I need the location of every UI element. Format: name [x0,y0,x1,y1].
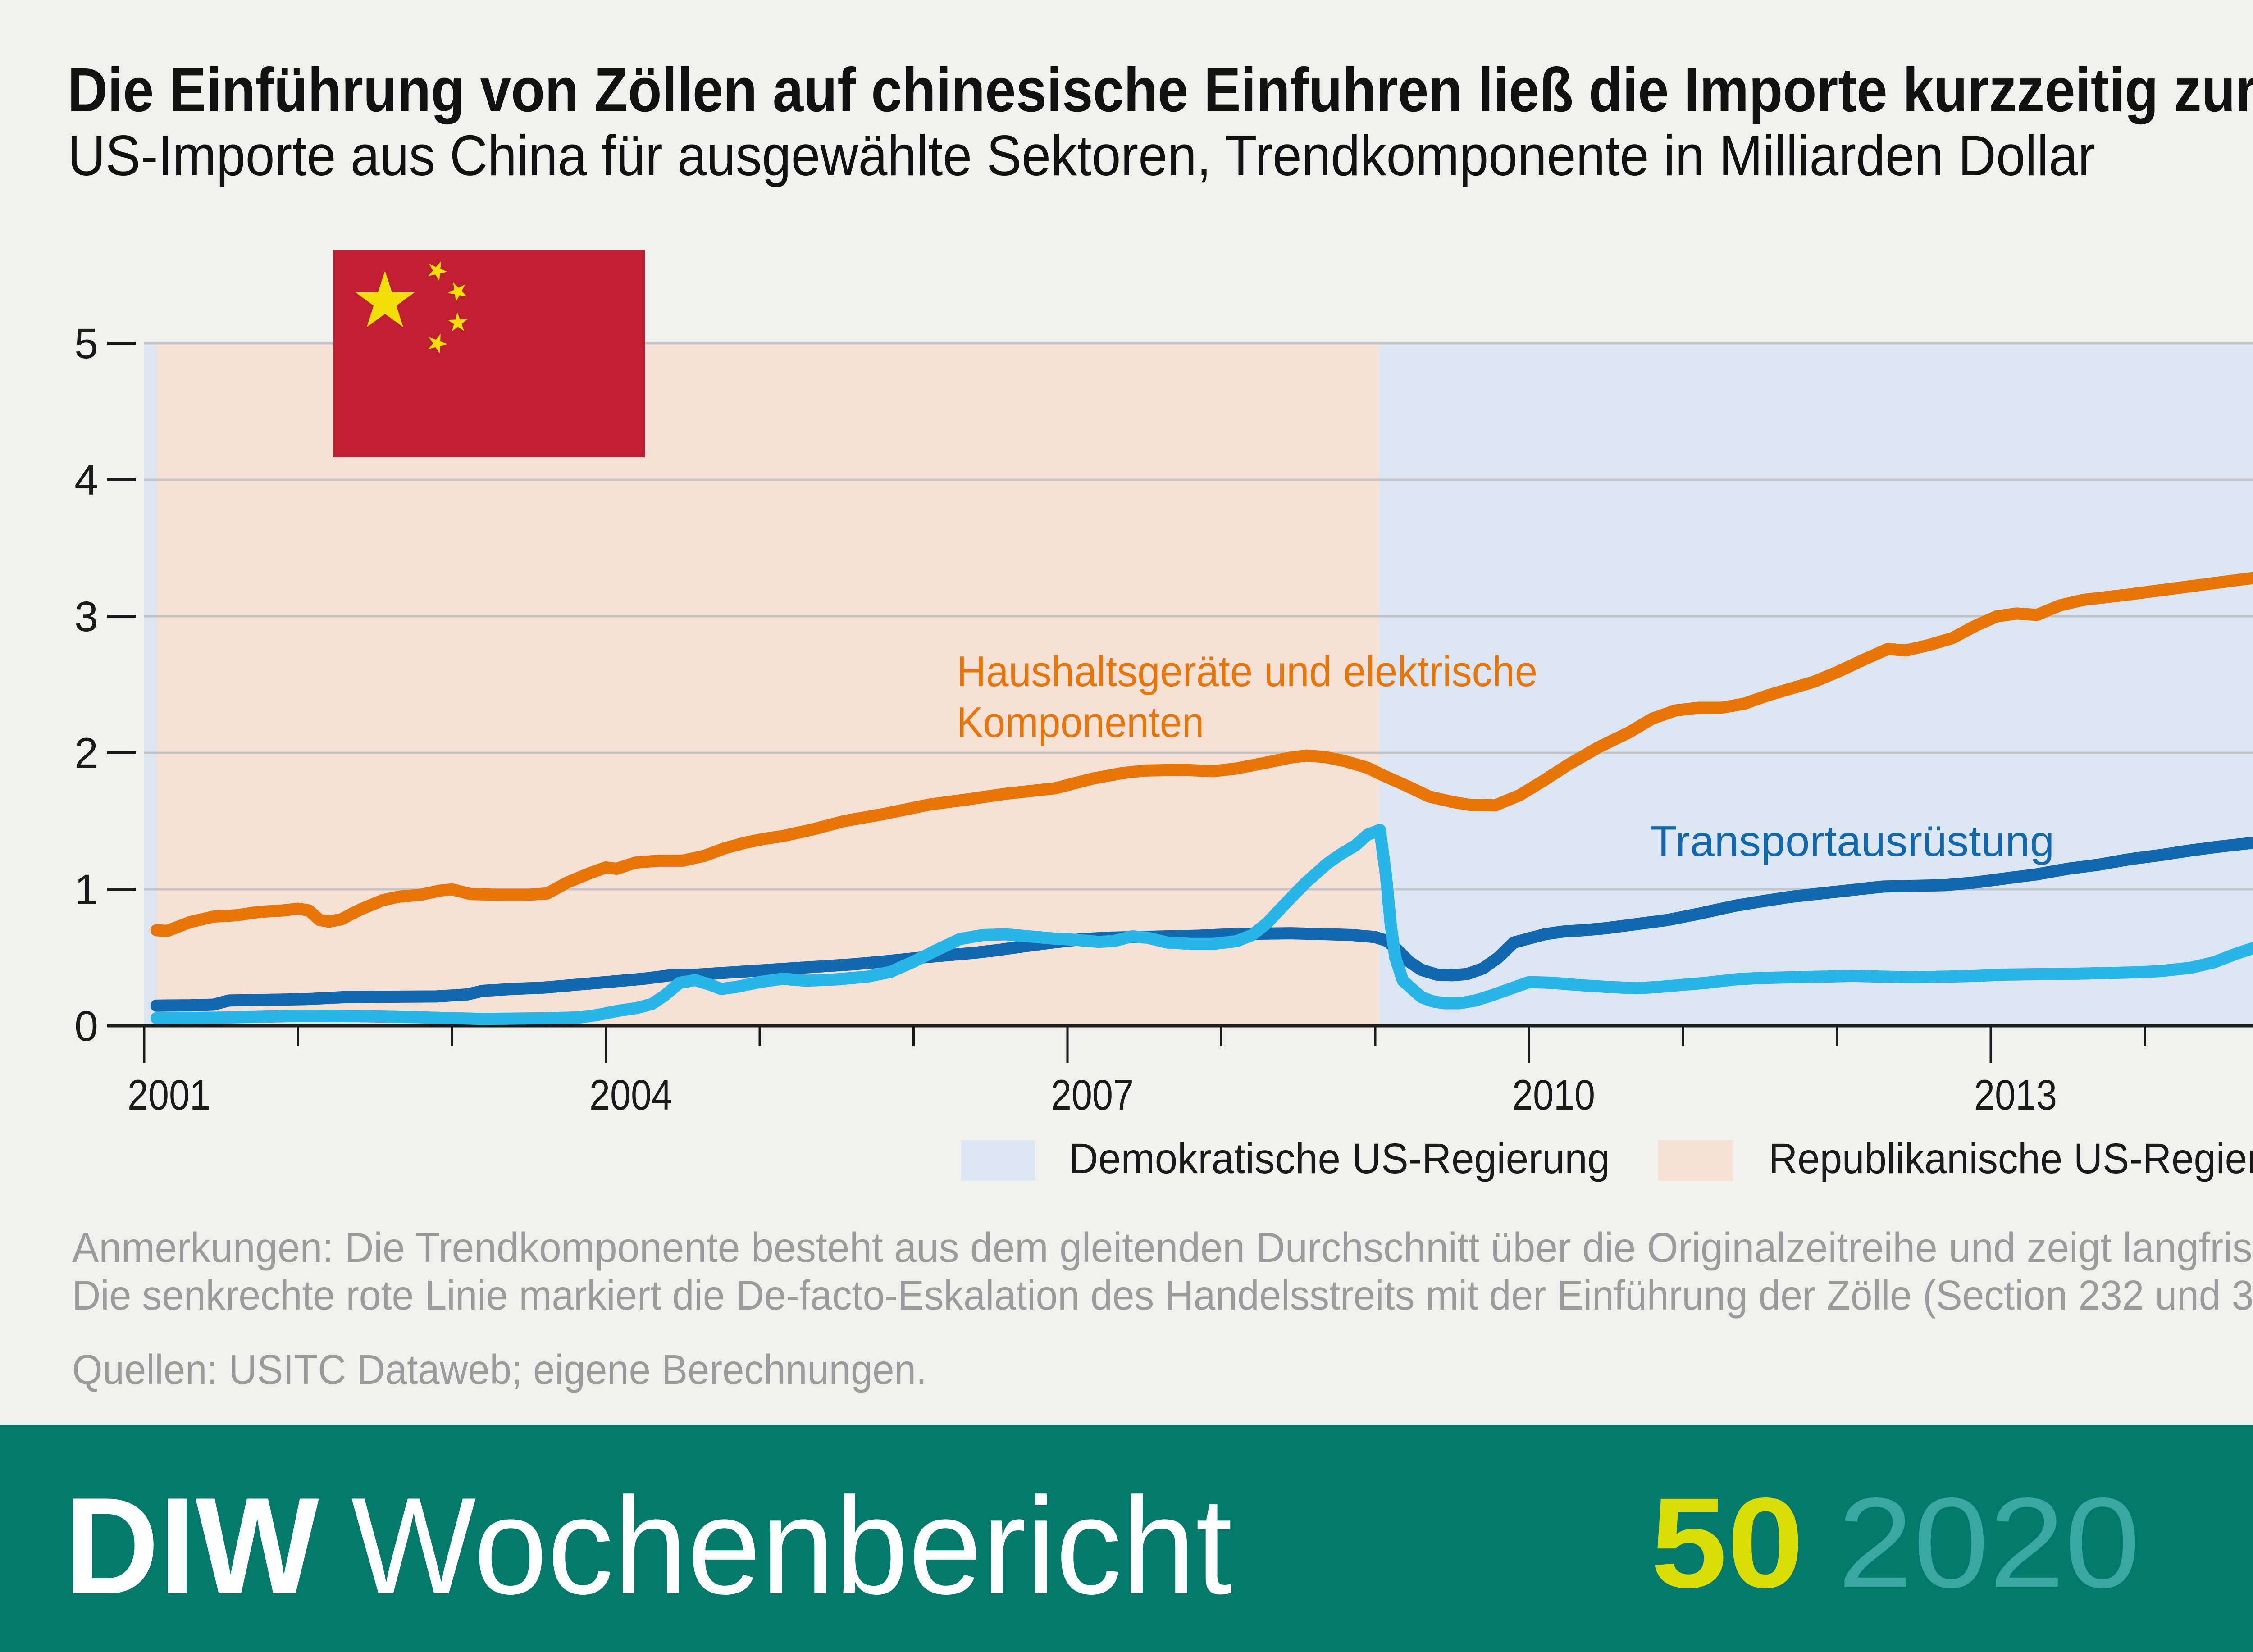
svg-text:Transportausrüstung: Transportausrüstung [1650,817,2054,865]
svg-text:Quellen: USITC Dataweb; eigene: Quellen: USITC Dataweb; eigene Berechnun… [72,1346,927,1393]
svg-text:Komponenten: Komponenten [957,698,1204,746]
svg-text:2: 2 [74,729,98,777]
svg-text:US-Importe aus China für ausge: US-Importe aus China für ausgewählte Sek… [68,123,2095,187]
svg-text:DIW: DIW [64,1469,320,1623]
svg-text:Die Einführung von Zöllen auf: Die Einführung von Zöllen auf chinesisch… [68,55,2253,125]
svg-text:Wochenbericht: Wochenbericht [351,1469,1233,1623]
svg-text:Demokratische US-Regierung: Demokratische US-Regierung [1069,1135,1610,1183]
svg-text:5: 5 [74,320,98,368]
svg-text:0: 0 [74,1002,98,1050]
svg-text:2020: 2020 [1838,1471,2140,1615]
svg-text:2004: 2004 [589,1071,672,1119]
svg-text:Haushaltsgeräte und elektrisch: Haushaltsgeräte und elektrische [957,647,1537,696]
svg-text:1: 1 [74,866,98,914]
svg-text:Die senkrechte rote Linie mark: Die senkrechte rote Linie markiert die D… [72,1272,2253,1319]
svg-text:3: 3 [74,593,98,641]
svg-text:Anmerkungen: Die Trendkomponen: Anmerkungen: Die Trendkomponente besteht… [72,1224,2253,1271]
svg-text:2013: 2013 [1974,1071,2057,1119]
svg-text:2010: 2010 [1512,1071,1595,1119]
svg-text:50: 50 [1651,1471,1804,1615]
svg-text:2007: 2007 [1051,1071,1134,1119]
svg-text:4: 4 [74,456,98,504]
svg-text:2001: 2001 [128,1071,210,1119]
svg-text:Republikanische US-Regierung: Republikanische US-Regierung [1769,1135,2253,1183]
